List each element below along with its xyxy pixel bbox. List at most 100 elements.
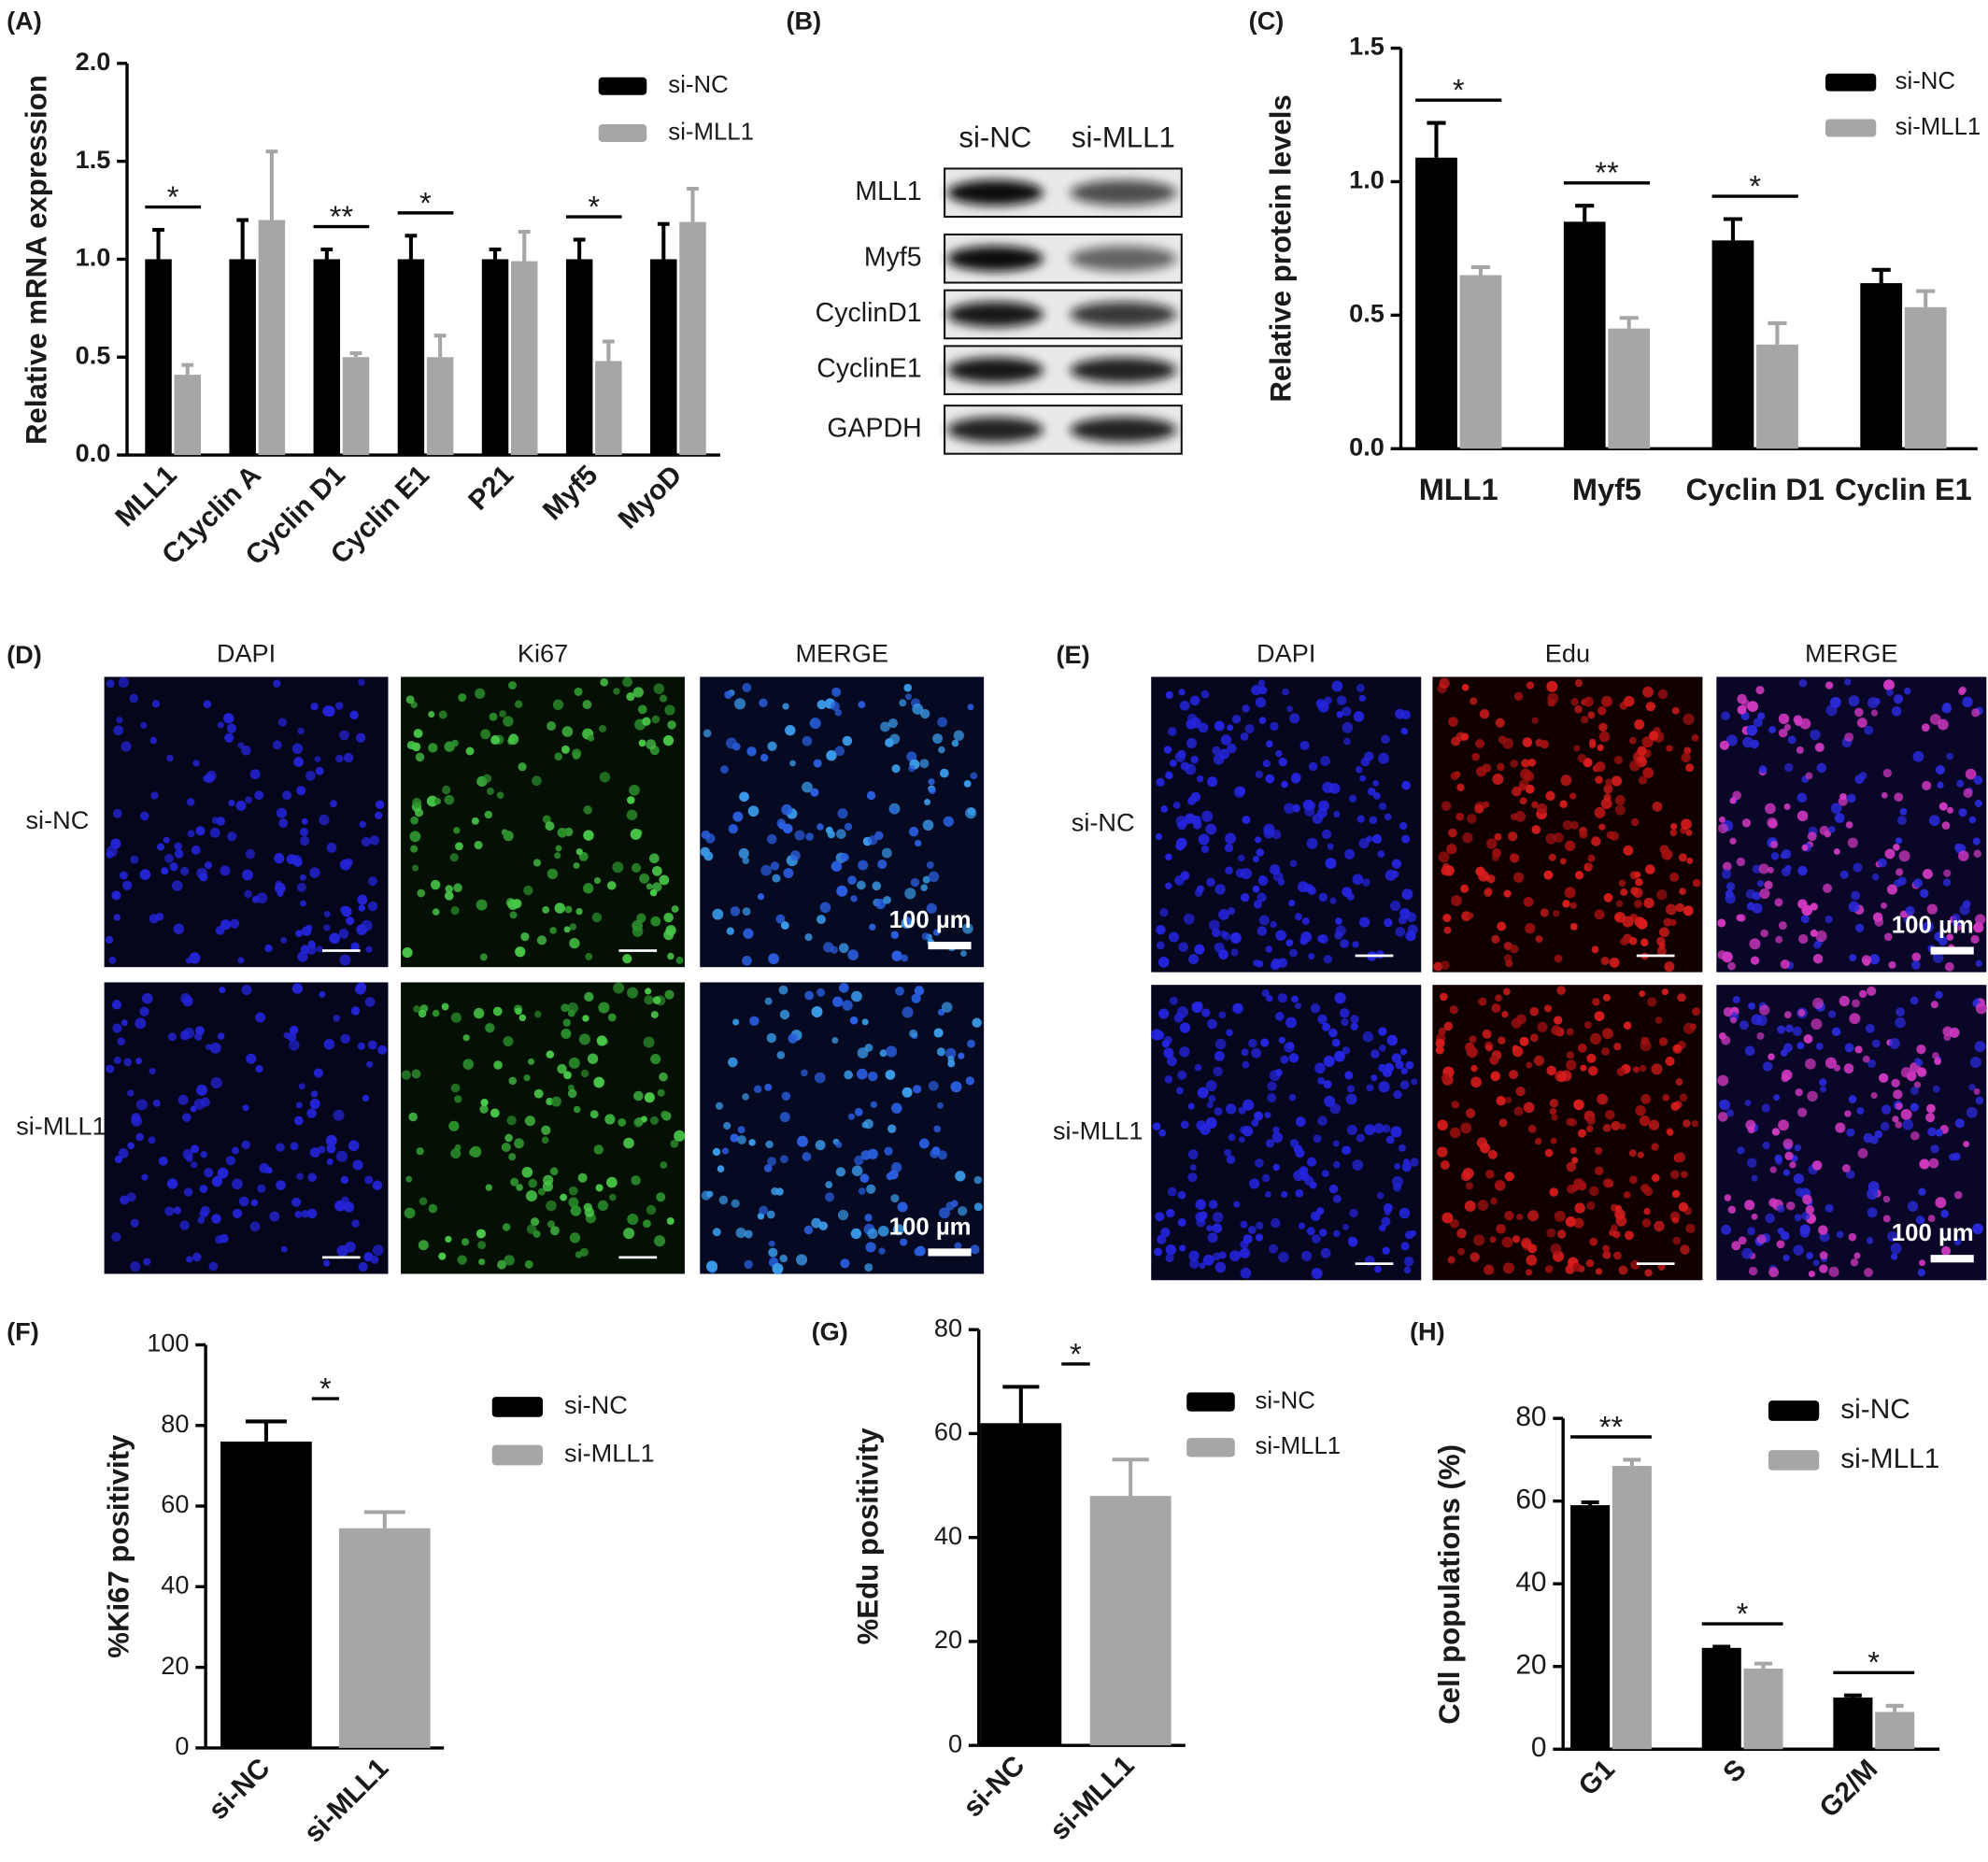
cell (479, 1104, 489, 1114)
cell (546, 1050, 555, 1059)
cell (1691, 1120, 1698, 1128)
cell (899, 699, 907, 707)
cell (1794, 1144, 1802, 1152)
cell (654, 1235, 666, 1247)
cell (1271, 958, 1282, 969)
cell (1225, 866, 1233, 874)
cell (546, 1200, 557, 1212)
cell (365, 945, 373, 953)
cells (401, 982, 686, 1270)
legend-label: si-NC (1896, 68, 1955, 94)
cell (1886, 689, 1894, 697)
cell (859, 1173, 870, 1184)
cell (454, 1095, 462, 1103)
cell (1648, 1119, 1660, 1130)
cell (217, 1167, 229, 1179)
cell (1383, 1202, 1393, 1213)
cell (1602, 993, 1611, 1002)
bar (229, 259, 256, 456)
cell (1497, 762, 1505, 772)
cell (1521, 759, 1530, 768)
cell (970, 772, 978, 780)
cell (1199, 1262, 1206, 1270)
cell (1179, 1046, 1190, 1058)
cell (1328, 1028, 1338, 1038)
cell (1450, 1127, 1461, 1139)
cell (1921, 723, 1930, 732)
cell (1315, 698, 1326, 708)
cell (1949, 1027, 1960, 1038)
cell (1318, 800, 1329, 812)
cell (1586, 862, 1594, 870)
cell (1240, 1267, 1252, 1279)
cell (802, 1152, 812, 1161)
x-tick-label: Myf5 (537, 460, 604, 526)
cell (901, 954, 909, 962)
bar (1701, 1647, 1741, 1750)
cell (121, 741, 132, 752)
cell (471, 817, 479, 825)
cell (1570, 698, 1579, 706)
cell (1959, 686, 1967, 694)
cell (293, 757, 304, 767)
cell (1298, 1222, 1306, 1229)
cell (1732, 996, 1740, 1003)
cell (1805, 1205, 1815, 1215)
cell (1477, 1200, 1489, 1211)
cell (950, 1081, 962, 1093)
cell (1721, 711, 1730, 721)
cell (1441, 1212, 1454, 1224)
cell (744, 1229, 753, 1239)
cell (1880, 1121, 1890, 1131)
cell (1569, 1147, 1577, 1155)
cell (1825, 704, 1838, 717)
cell (1233, 1201, 1241, 1208)
cell (1878, 1073, 1889, 1084)
cell (542, 906, 550, 914)
cell (1932, 1052, 1939, 1059)
legend-swatch (1768, 1450, 1820, 1471)
cell (1559, 800, 1568, 808)
cell (1307, 886, 1316, 895)
cell (794, 830, 805, 841)
cell (649, 888, 658, 897)
cell (1890, 1253, 1898, 1260)
cell (1844, 678, 1852, 686)
cell (369, 835, 380, 846)
cell (1439, 677, 1450, 689)
cell (1797, 1107, 1808, 1117)
cell (1350, 1015, 1359, 1024)
cell (1602, 1123, 1612, 1132)
cell (235, 800, 247, 811)
cell (879, 721, 890, 732)
cell (1543, 870, 1554, 880)
cell (1597, 705, 1607, 716)
cell (1229, 1250, 1241, 1262)
cell (1721, 1224, 1732, 1235)
cell (1263, 823, 1275, 835)
cell (1294, 913, 1302, 921)
bar (1904, 306, 1947, 449)
cell (973, 1202, 983, 1212)
cell (1562, 900, 1570, 908)
y-tick-label: 100 (147, 1329, 189, 1357)
cell (747, 805, 760, 817)
cell (1953, 1190, 1963, 1200)
cell (1207, 1018, 1217, 1030)
cell (663, 912, 674, 923)
cell (1308, 802, 1316, 810)
cell (195, 826, 206, 836)
cell (1502, 1262, 1514, 1274)
cell (703, 851, 714, 861)
cell (1318, 1229, 1328, 1237)
cell (1800, 915, 1810, 924)
cell (276, 807, 288, 818)
bar (1833, 1697, 1873, 1750)
cell (516, 1184, 523, 1191)
cell (377, 1045, 388, 1055)
cell (567, 1002, 578, 1014)
cell (492, 1006, 503, 1016)
cell (877, 859, 888, 870)
cell (256, 892, 268, 904)
cell (1156, 777, 1165, 787)
